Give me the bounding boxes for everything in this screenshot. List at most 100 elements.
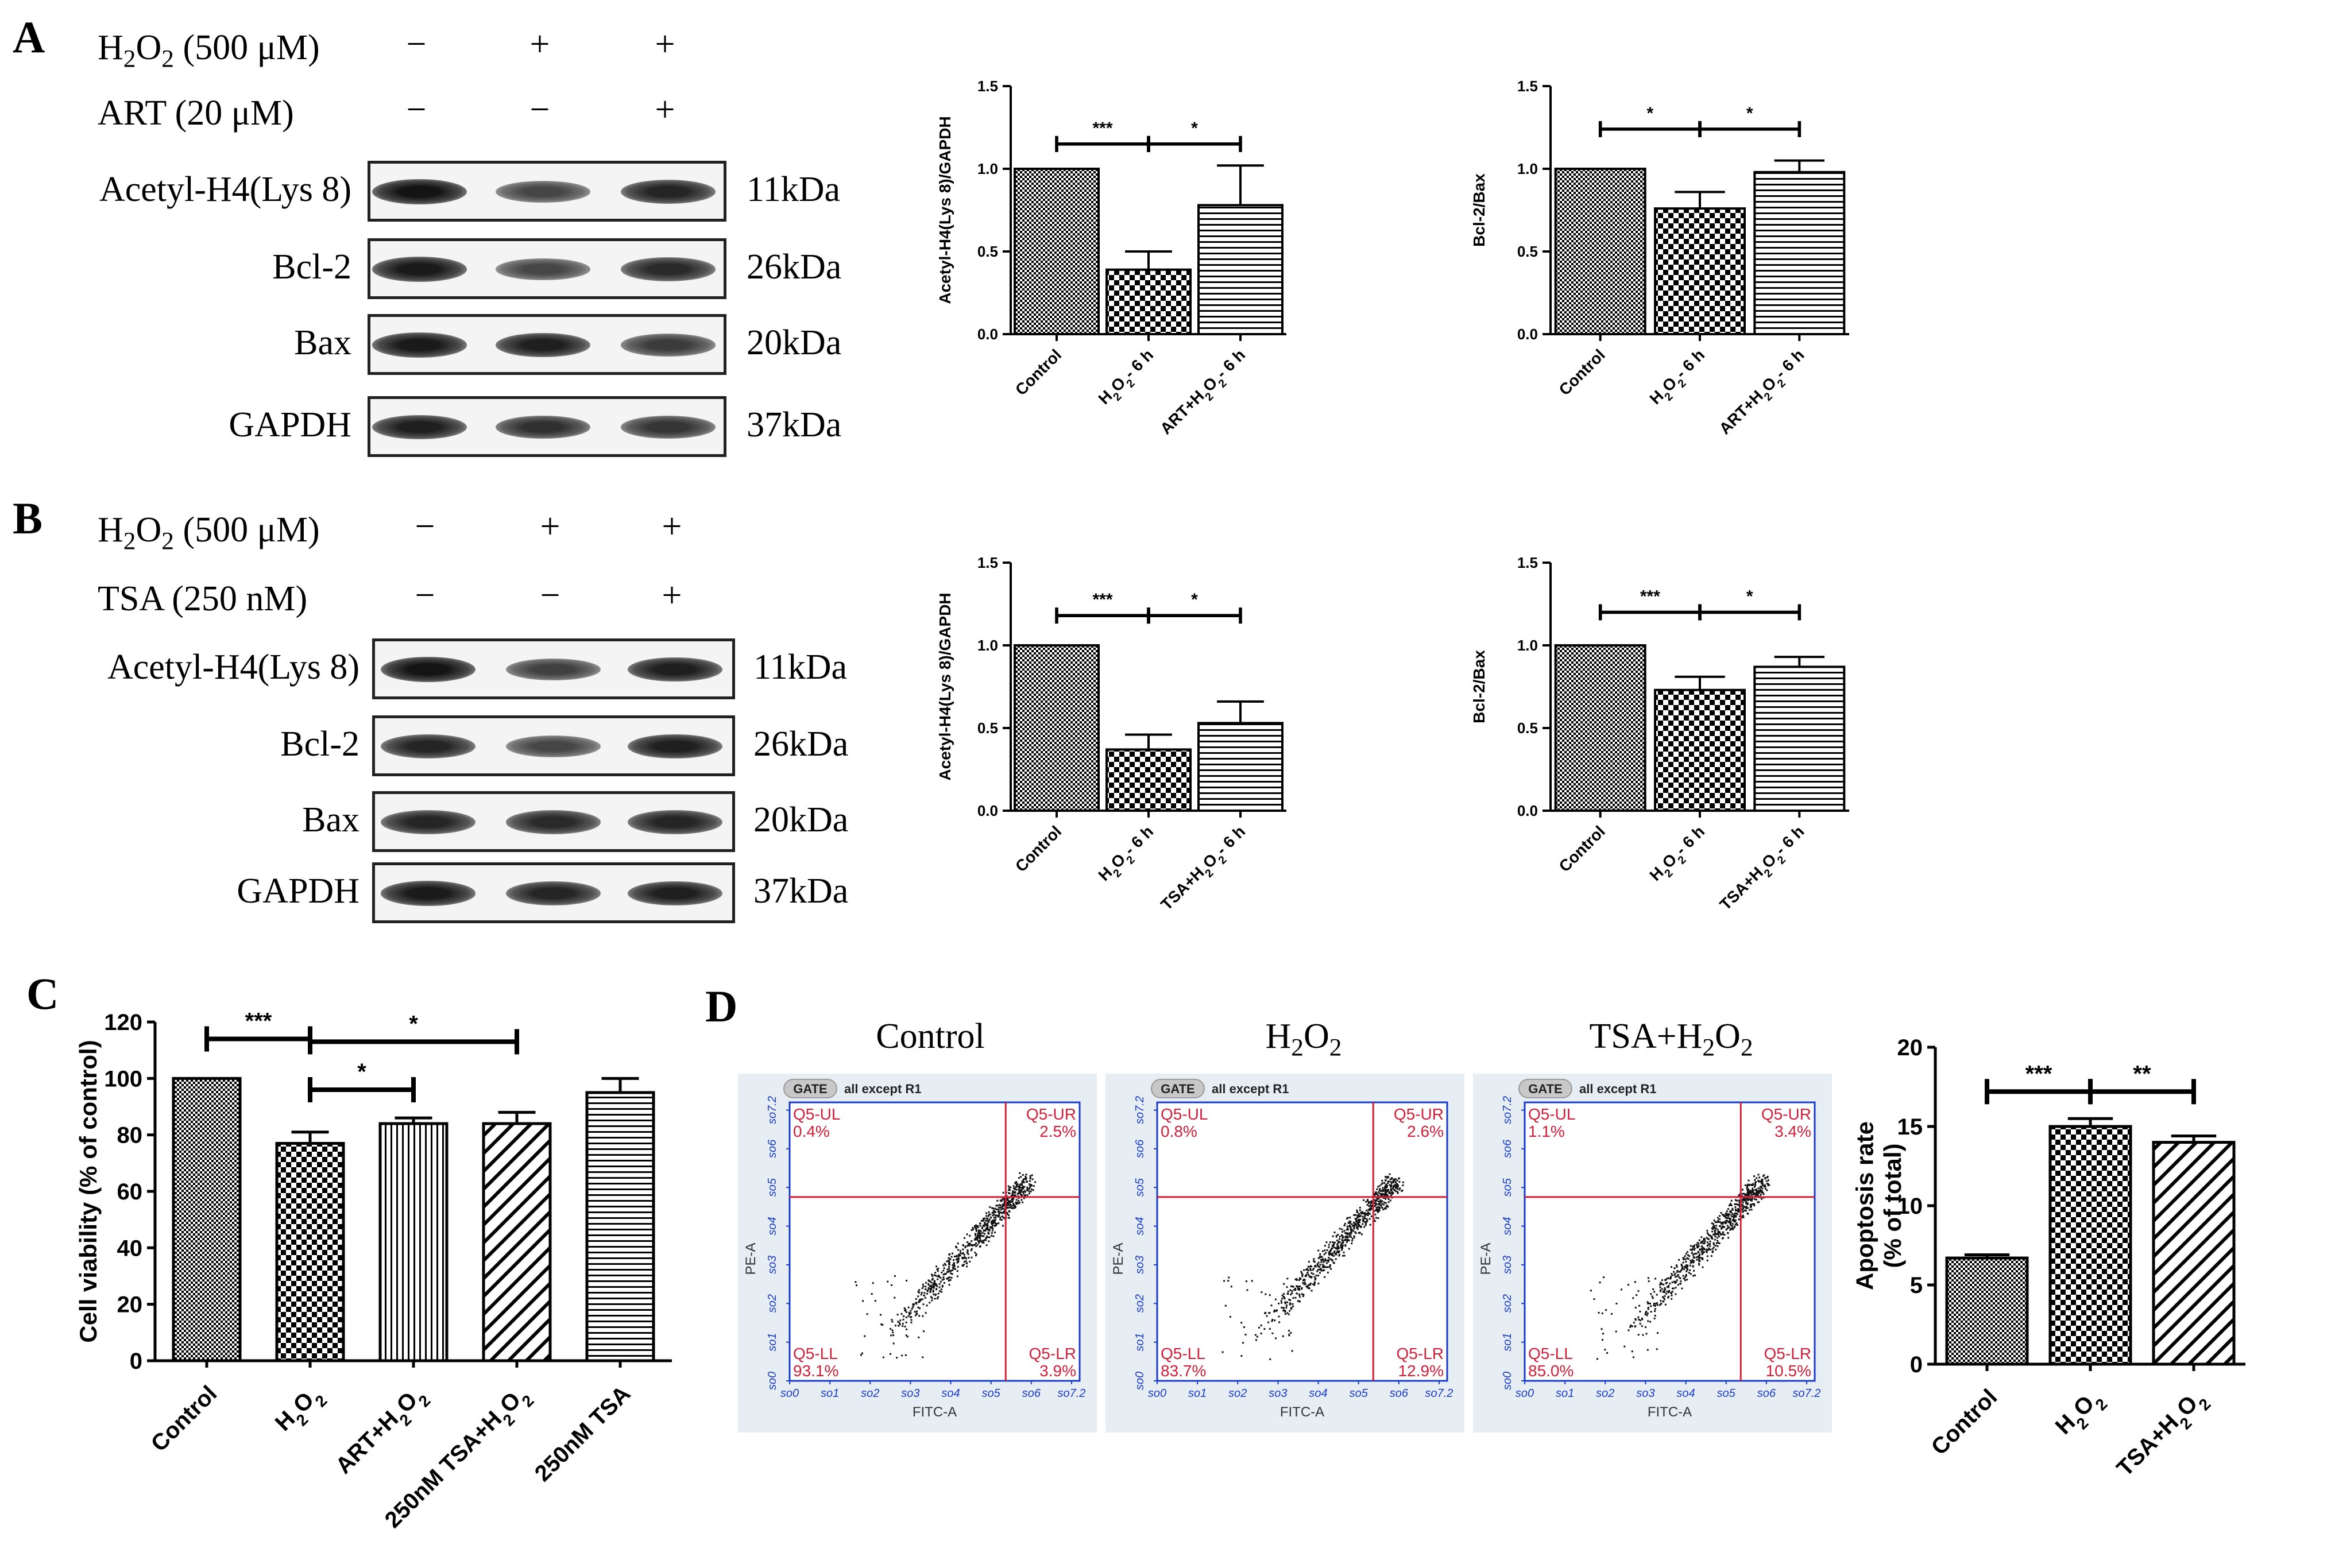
- scatter-point: [941, 1279, 944, 1281]
- scatter-point: [1765, 1180, 1768, 1182]
- scatter-point: [1350, 1236, 1352, 1238]
- scatter-point: [978, 1230, 980, 1233]
- scatter-point: [1308, 1284, 1310, 1286]
- scatter-point: [953, 1263, 955, 1265]
- scatter-point: [1654, 1303, 1656, 1305]
- scatter-point: [1342, 1247, 1344, 1249]
- scatter-point: [866, 1313, 868, 1315]
- scatter-point: [1370, 1205, 1372, 1207]
- scatter-point: [1675, 1287, 1677, 1289]
- scatter-point: [1296, 1279, 1298, 1281]
- scatter-point: [1377, 1198, 1379, 1200]
- scatter-point: [1353, 1236, 1355, 1238]
- scatter-point: [995, 1222, 997, 1225]
- scatter-point: [1685, 1273, 1687, 1276]
- scatter-point: [1702, 1242, 1704, 1245]
- scatter-point: [933, 1281, 935, 1283]
- scatter-point: [964, 1257, 966, 1259]
- scatter-point: [1633, 1322, 1635, 1324]
- scatter-point: [1302, 1294, 1305, 1296]
- scatter-point: [1352, 1225, 1355, 1227]
- scatter-point: [1680, 1269, 1682, 1272]
- scatter-point: [1322, 1258, 1324, 1260]
- y-tick-label: so3: [766, 1256, 779, 1274]
- scatter-point: [1746, 1207, 1749, 1209]
- scatter-point: [1710, 1234, 1712, 1237]
- scatter-point: [1700, 1236, 1703, 1238]
- treatment-sign: −: [406, 90, 427, 129]
- y-tick-label: so1: [1501, 1333, 1514, 1352]
- scatter-point: [1711, 1230, 1714, 1233]
- scatter-point: [1331, 1252, 1333, 1255]
- scatter-point: [1300, 1271, 1302, 1273]
- scatter-point: [894, 1296, 896, 1299]
- scatter-point: [1346, 1238, 1348, 1241]
- scatter-point: [985, 1228, 987, 1230]
- scatter-point: [1605, 1309, 1607, 1311]
- scatter-point: [1734, 1208, 1737, 1210]
- scatter-point: [1678, 1259, 1680, 1261]
- scatter-point: [1018, 1192, 1020, 1194]
- scatter-point: [957, 1265, 959, 1268]
- scatter-point: [905, 1317, 907, 1319]
- scatter-point: [1712, 1246, 1715, 1249]
- y-tick-label: so4: [1134, 1217, 1146, 1235]
- scatter-point: [1356, 1226, 1358, 1229]
- scatter-point: [1639, 1310, 1641, 1313]
- scatter-point: [940, 1288, 942, 1291]
- scatter-point: [906, 1335, 909, 1338]
- bar: [2152, 1141, 2236, 1366]
- scatter-point: [1390, 1181, 1392, 1183]
- scatter-point: [1030, 1184, 1033, 1187]
- scatter-point: [987, 1222, 989, 1225]
- scatter-point: [1737, 1207, 1739, 1210]
- scatter-point: [951, 1273, 953, 1275]
- scatter-point: [1686, 1267, 1688, 1269]
- scatter-point: [1344, 1235, 1347, 1237]
- scatter-point: [1720, 1228, 1722, 1230]
- scatter-point: [922, 1286, 925, 1288]
- scatter-point: [1656, 1348, 1658, 1350]
- scatter-point: [1698, 1264, 1700, 1266]
- scatter-point: [1734, 1206, 1737, 1208]
- scatter-point: [1393, 1188, 1395, 1191]
- scatter-point: [925, 1286, 927, 1288]
- scatter-point: [1348, 1248, 1350, 1250]
- protein-label: Bcl-2: [280, 725, 359, 764]
- scatter-point: [1647, 1320, 1649, 1322]
- scatter-point: [1754, 1193, 1757, 1195]
- scatter-point: [1390, 1182, 1393, 1184]
- scatter-point: [1294, 1278, 1297, 1280]
- y-tick-label: 80: [117, 1123, 143, 1148]
- scatter-point: [1742, 1188, 1744, 1191]
- scatter-point: [1366, 1218, 1368, 1220]
- scatter-point: [1018, 1190, 1020, 1192]
- scatter-point: [1328, 1253, 1331, 1256]
- protein-band: [372, 179, 467, 204]
- x-tick-label: so5: [982, 1387, 1001, 1400]
- scatter-point: [934, 1275, 937, 1277]
- scatter-point: [1731, 1225, 1733, 1227]
- scatter-point: [1328, 1251, 1330, 1253]
- scatter-point: [1274, 1319, 1276, 1322]
- scatter-point: [1381, 1182, 1383, 1184]
- scatter-point: [1685, 1275, 1687, 1277]
- scatter-point: [1715, 1233, 1718, 1236]
- scatter-point: [907, 1306, 910, 1308]
- scatter-point: [1387, 1180, 1390, 1183]
- scatter-point: [980, 1240, 983, 1242]
- scatter-point: [1356, 1211, 1359, 1214]
- scatter-point: [990, 1226, 992, 1229]
- scatter-point: [1246, 1280, 1248, 1283]
- scatter-point: [1024, 1194, 1026, 1197]
- scatter-point: [1726, 1214, 1729, 1217]
- scatter-point: [1692, 1261, 1695, 1264]
- scatter-point: [1298, 1287, 1300, 1290]
- scatter-point: [1331, 1245, 1333, 1247]
- bar: [2048, 1125, 2132, 1366]
- scatter-point: [898, 1325, 900, 1327]
- scatter-point: [1758, 1176, 1761, 1179]
- scatter-point: [1360, 1233, 1363, 1236]
- scatter-point: [930, 1286, 933, 1288]
- scatter-point: [1294, 1287, 1297, 1290]
